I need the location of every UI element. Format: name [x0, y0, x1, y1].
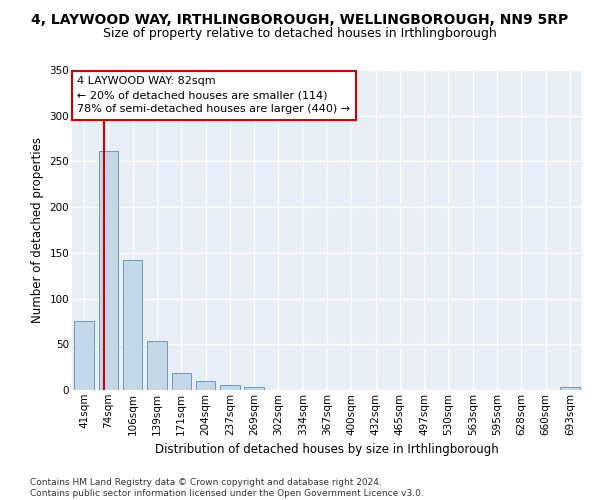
Text: 4 LAYWOOD WAY: 82sqm
← 20% of detached houses are smaller (114)
78% of semi-deta: 4 LAYWOOD WAY: 82sqm ← 20% of detached h…	[77, 76, 350, 114]
Bar	[172, 372, 191, 390]
X-axis label: Distribution of detached houses by size in Irthlingborough: Distribution of detached houses by size …	[155, 443, 499, 456]
Bar	[147, 340, 167, 390]
Bar	[99, 152, 118, 390]
Bar	[560, 388, 580, 390]
Bar	[196, 381, 215, 390]
Text: 4, LAYWOOD WAY, IRTHLINGBOROUGH, WELLINGBOROUGH, NN9 5RP: 4, LAYWOOD WAY, IRTHLINGBOROUGH, WELLING…	[31, 12, 569, 26]
Y-axis label: Number of detached properties: Number of detached properties	[31, 137, 44, 323]
Bar	[123, 260, 142, 390]
Bar	[74, 322, 94, 390]
Text: Size of property relative to detached houses in Irthlingborough: Size of property relative to detached ho…	[103, 28, 497, 40]
Bar	[244, 388, 264, 390]
Text: Contains HM Land Registry data © Crown copyright and database right 2024.
Contai: Contains HM Land Registry data © Crown c…	[30, 478, 424, 498]
Bar	[220, 386, 239, 390]
